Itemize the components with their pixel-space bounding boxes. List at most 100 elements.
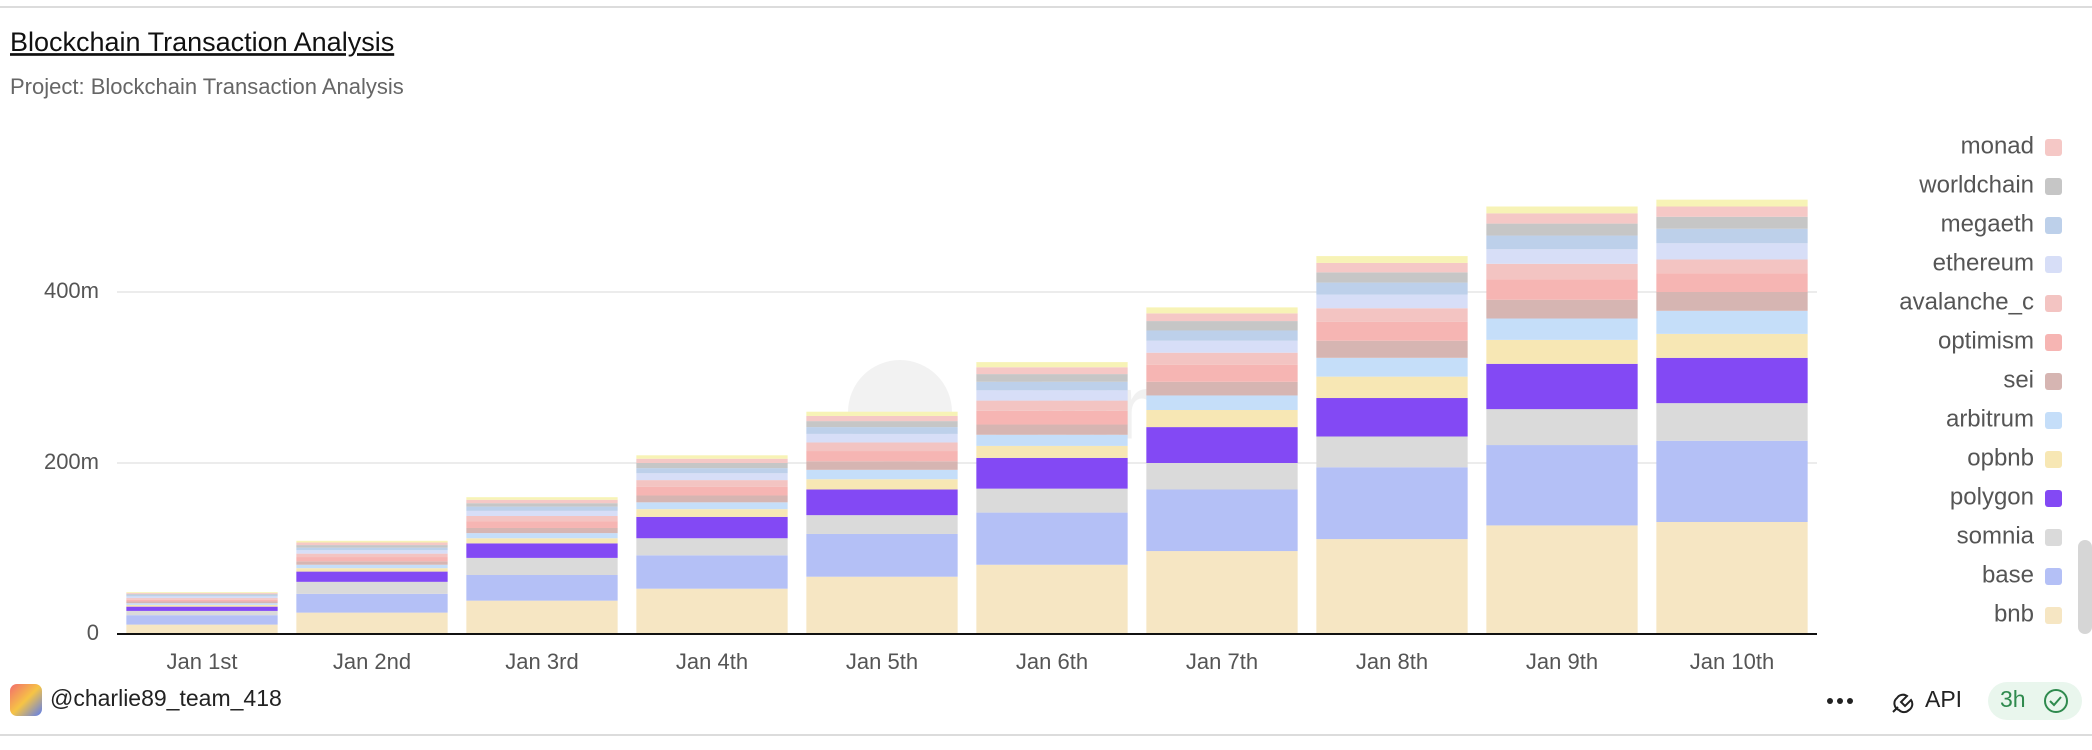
bar-segment [636, 509, 788, 517]
bar-segment [126, 601, 278, 604]
legend-swatch [2045, 295, 2062, 312]
bar-segment [806, 489, 958, 516]
bar-segment [1316, 294, 1468, 309]
bar-segment [126, 596, 278, 599]
bar-segment [1146, 489, 1298, 552]
bar-segment [1486, 263, 1638, 280]
bar-segment [1146, 551, 1298, 634]
legend-label: megaeth [1941, 210, 2034, 237]
legend-label: bnb [1994, 600, 2034, 627]
y-tick-label: 0 [87, 620, 99, 645]
legend-swatch [2045, 256, 2062, 273]
bar-segment [636, 516, 788, 539]
bar-segment [806, 451, 958, 462]
bar-segment [1316, 539, 1468, 634]
bar-segment [126, 599, 278, 602]
legend-swatch [2045, 607, 2062, 624]
bar-segment [806, 411, 958, 416]
user-handle[interactable]: @charlie89_team_418 [50, 685, 282, 711]
bar-segment [636, 495, 788, 503]
x-tick-label: Jan 4th [676, 649, 748, 674]
bar-segment [976, 362, 1128, 368]
bar-segment [1316, 272, 1468, 283]
bar-segment [466, 575, 618, 601]
bar-segment [636, 480, 788, 487]
bar-segment [1146, 330, 1298, 341]
legend-label: polygon [1950, 483, 2034, 510]
legend-swatch [2045, 100, 2062, 117]
legend-label: avalanche_c [1899, 288, 2034, 315]
bar-segment [1146, 321, 1298, 331]
bar-segment [1486, 206, 1638, 214]
bar-segment [1486, 213, 1638, 224]
bar-segment [1656, 228, 1808, 244]
bar-segment [1316, 262, 1468, 273]
bar-segment [466, 527, 618, 534]
bar-segment [126, 592, 278, 593]
y-tick-label: 400m [44, 278, 99, 303]
bar-segment [296, 550, 448, 554]
legend-swatch [2045, 217, 2062, 234]
legend-swatch [2045, 451, 2062, 468]
bar-segment [1656, 216, 1808, 229]
legend-label: worldchain [1918, 171, 2034, 198]
y-tick-label: 200m [44, 449, 99, 474]
x-tick-label: Jan 9th [1526, 649, 1598, 674]
bar-segment [1146, 340, 1298, 353]
more-button[interactable] [1827, 698, 1853, 704]
api-button[interactable]: API [1892, 686, 1962, 714]
legend-label: optimism [1938, 327, 2034, 354]
legend-swatch [2045, 373, 2062, 390]
legend-label: opbnb [1967, 444, 2034, 471]
x-tick-label: Jan 2nd [333, 649, 411, 674]
bar-segment [466, 506, 618, 511]
bar-segment [806, 421, 958, 428]
bar-segment [466, 543, 618, 558]
bar-segment [1486, 279, 1638, 300]
bar-segment [806, 469, 958, 480]
bar-segment [1316, 436, 1468, 468]
bar-segment [976, 367, 1128, 375]
bar-segment [636, 538, 788, 556]
legend-label: monad [1961, 132, 2034, 159]
bar-segment [636, 588, 788, 634]
x-tick-label: Jan 7th [1186, 649, 1258, 674]
bar-segment [1146, 409, 1298, 428]
bar-segment [1316, 340, 1468, 358]
bar-segment [296, 568, 448, 572]
bar-segment [296, 561, 448, 565]
bar-segment [296, 593, 448, 613]
refresh-status[interactable]: 3h [1988, 682, 2082, 720]
scrollbar[interactable] [2078, 540, 2092, 634]
bar-segment [1656, 292, 1808, 311]
bar-segment [1146, 307, 1298, 314]
bar-segment [636, 468, 788, 474]
bar-segment [466, 497, 618, 500]
chart-title[interactable]: Blockchain Transaction Analysis [10, 27, 394, 57]
legend-label: ethereum [1933, 249, 2034, 276]
bar-segment [976, 381, 1128, 391]
bar-segment [296, 557, 448, 562]
x-tick-label: Jan 5th [846, 649, 918, 674]
legend-swatch [2045, 412, 2062, 429]
bar-segment [976, 445, 1128, 458]
bar-segment [296, 571, 448, 582]
api-label[interactable]: API [1925, 686, 1962, 712]
bar-segment [976, 512, 1128, 565]
x-tick-label: Jan 3rd [505, 649, 578, 674]
bar-segment [126, 615, 278, 625]
bar-segment [1146, 352, 1298, 365]
avatar[interactable] [10, 684, 42, 716]
bar-segment [1486, 318, 1638, 340]
bar-segment [1486, 525, 1638, 634]
bar-segment [466, 533, 618, 539]
bar-segment [636, 455, 788, 459]
bar-segment [1656, 333, 1808, 358]
bar-segment [1316, 398, 1468, 437]
bar-segment [126, 594, 278, 597]
legend-swatch [2045, 139, 2062, 156]
bar-segment [806, 479, 958, 490]
bar-segment [296, 545, 448, 548]
bar-segment [1486, 223, 1638, 236]
